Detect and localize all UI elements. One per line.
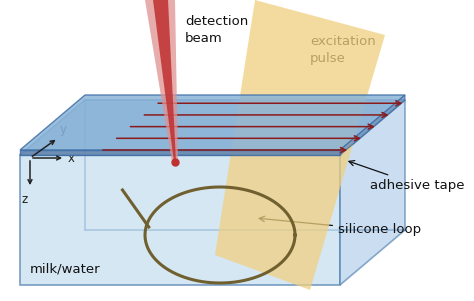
- Text: adhesive tape: adhesive tape: [349, 161, 465, 191]
- Polygon shape: [20, 150, 340, 155]
- Polygon shape: [340, 100, 405, 285]
- Polygon shape: [20, 95, 405, 150]
- Text: y: y: [60, 123, 67, 136]
- Polygon shape: [145, 0, 178, 162]
- Text: milk/water: milk/water: [30, 262, 100, 275]
- Text: detection
beam: detection beam: [185, 15, 248, 45]
- Polygon shape: [215, 0, 385, 290]
- Polygon shape: [20, 155, 340, 285]
- Polygon shape: [153, 0, 176, 162]
- Text: silicone loop: silicone loop: [259, 216, 421, 237]
- Text: x: x: [68, 151, 75, 165]
- Text: excitation
pulse: excitation pulse: [310, 35, 376, 65]
- Text: z: z: [22, 193, 28, 206]
- Polygon shape: [20, 100, 405, 155]
- Polygon shape: [340, 95, 405, 155]
